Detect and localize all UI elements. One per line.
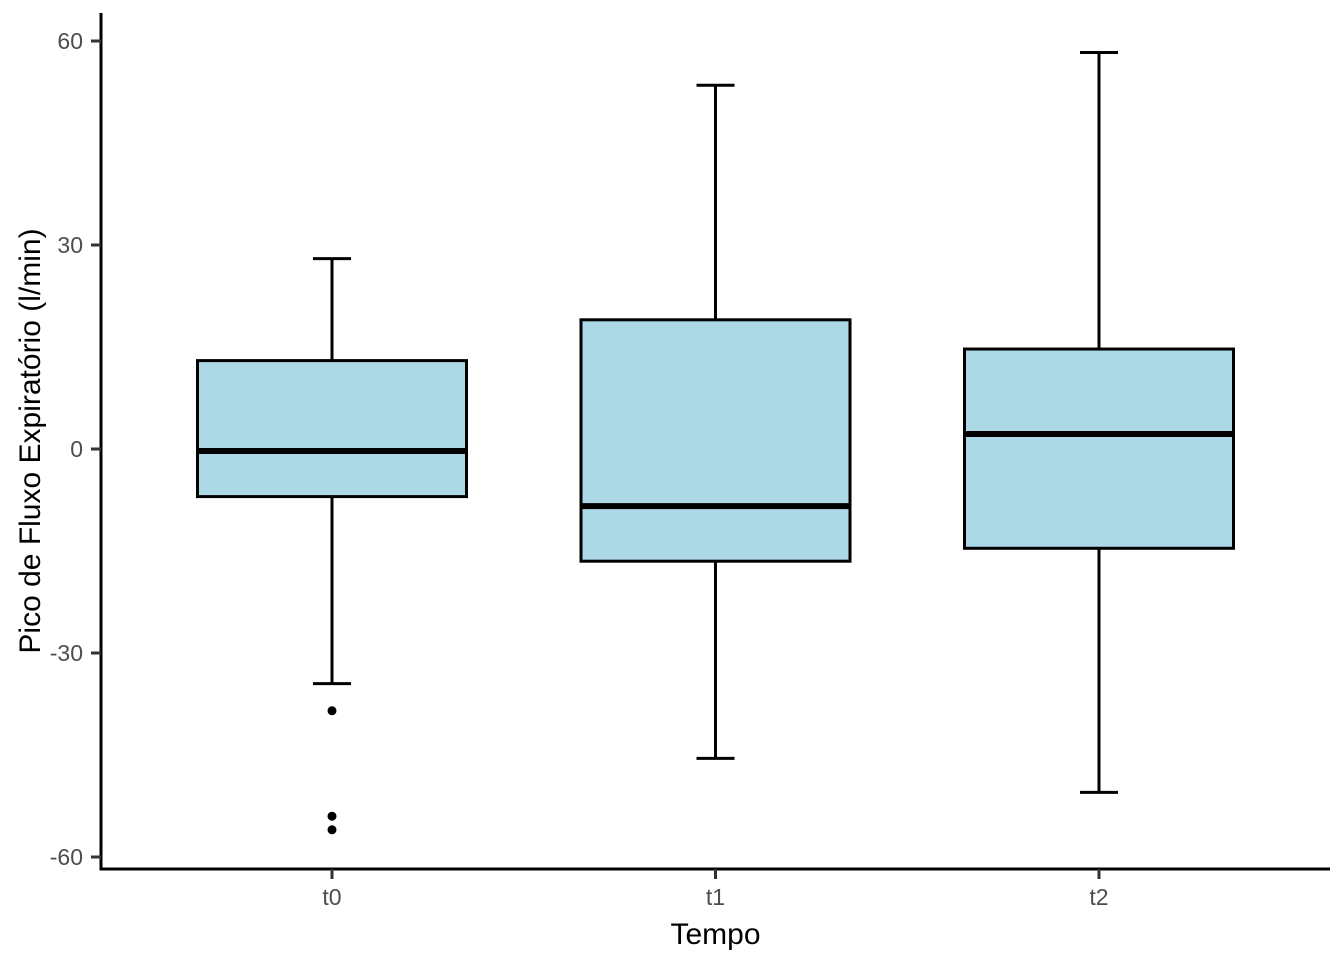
x-tick-label-t1: t1 <box>706 884 725 910</box>
y-tick-label: -60 <box>50 844 83 870</box>
box-t0 <box>196 359 468 499</box>
x-tick-label-t0: t0 <box>322 884 341 910</box>
y-tick-label: 0 <box>70 436 83 462</box>
y-tick-label: 30 <box>57 232 83 258</box>
outlier-t0-0 <box>327 706 337 716</box>
chart-layer: 60 30 0 -30 -60 t0 t1 t2 <box>50 13 1330 910</box>
outlier-t0-1 <box>327 811 337 821</box>
x-tick-label-t2: t2 <box>1089 884 1108 910</box>
y-tick-label: 60 <box>57 28 83 54</box>
outlier-t0-2 <box>327 825 337 835</box>
box-t2 <box>963 347 1235 550</box>
y-axis-title: Pico de Fluxo Expiratório (l/min) <box>14 228 47 653</box>
box-t1 <box>579 318 852 563</box>
x-axis-title: Tempo <box>670 918 760 951</box>
y-tick-label: -30 <box>50 640 83 666</box>
